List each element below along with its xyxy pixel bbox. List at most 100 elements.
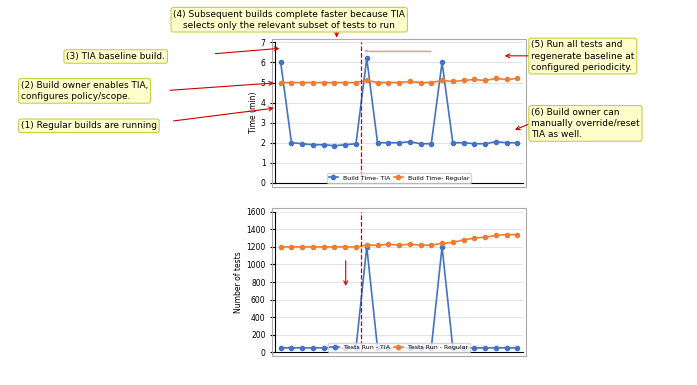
Tests Run - TIA — [449, 346, 457, 350]
Tests Run - TIA — [481, 346, 489, 350]
Build Time- Regular — [395, 80, 403, 85]
Tests Run - Regular — [330, 244, 339, 249]
Build Time- TIA — [406, 139, 414, 144]
Build Time- TIA — [298, 141, 307, 146]
Tests Run - TIA — [287, 346, 296, 350]
Build Time- TIA — [352, 141, 360, 146]
Text: (3) TIA baseline build.: (3) TIA baseline build. — [66, 52, 165, 61]
Tests Run - TIA — [470, 346, 479, 350]
Line: Build Time- TIA: Build Time- TIA — [279, 56, 519, 148]
Build Time- TIA — [287, 141, 296, 145]
Tests Run - Regular — [362, 243, 371, 248]
Tests Run - Regular — [309, 244, 317, 249]
Text: (4) Subsequent builds complete faster because TIA
selects only the relevant subs: (4) Subsequent builds complete faster be… — [174, 10, 405, 30]
Build Time- TIA — [395, 141, 403, 145]
Line: Tests Run - TIA: Tests Run - TIA — [279, 245, 519, 350]
Y-axis label: Time (min): Time (min) — [249, 92, 258, 133]
Tests Run - Regular — [384, 242, 392, 246]
Line: Build Time- Regular: Build Time- Regular — [279, 76, 519, 85]
Tests Run - TIA — [362, 244, 371, 249]
Tests Run - TIA — [459, 346, 468, 350]
Build Time- Regular — [341, 80, 349, 85]
Tests Run - TIA — [341, 346, 349, 350]
Tests Run - Regular — [298, 244, 307, 249]
Build Time- Regular — [277, 80, 285, 85]
Build Time- TIA — [459, 141, 468, 145]
Build Time- Regular — [449, 79, 457, 84]
Tests Run - Regular — [406, 242, 414, 246]
Build Time- TIA — [309, 142, 317, 147]
Text: (6) Build owner can
manually override/reset
TIA as well.: (6) Build owner can manually override/re… — [531, 108, 640, 139]
Build Time- TIA — [470, 141, 479, 146]
Build Time- TIA — [449, 141, 457, 145]
Build Time- Regular — [406, 79, 414, 84]
Build Time- TIA — [513, 141, 521, 145]
Build Time- TIA — [319, 142, 328, 147]
Build Time- Regular — [330, 80, 339, 85]
Text: (1) Regular builds are running: (1) Regular builds are running — [21, 121, 157, 130]
Tests Run - Regular — [416, 243, 424, 248]
Tests Run - TIA — [277, 346, 285, 350]
Build Time- Regular — [459, 78, 468, 83]
Tests Run - TIA — [491, 346, 500, 350]
Tests Run - Regular — [491, 233, 500, 238]
Legend: Build Time- TIA, Build Time- Regular: Build Time- TIA, Build Time- Regular — [327, 173, 471, 182]
Tests Run - TIA — [503, 346, 511, 350]
Tests Run - Regular — [513, 232, 521, 237]
Build Time- Regular — [503, 77, 511, 82]
Tests Run - Regular — [481, 235, 489, 239]
Tests Run - Regular — [277, 244, 285, 249]
Build Time- TIA — [384, 141, 392, 145]
Build Time- Regular — [416, 80, 424, 85]
Tests Run - TIA — [438, 244, 446, 249]
Build Time- Regular — [362, 78, 371, 83]
Build Time- Regular — [319, 80, 328, 85]
Build Time- Regular — [298, 80, 307, 85]
Tests Run - Regular — [427, 243, 436, 248]
Tests Run - Regular — [374, 243, 382, 248]
Build Time- TIA — [341, 142, 349, 147]
Tests Run - TIA — [352, 346, 360, 350]
Tests Run - Regular — [395, 243, 403, 248]
Tests Run - Regular — [352, 244, 360, 249]
Tests Run - Regular — [459, 238, 468, 242]
Tests Run - Regular — [287, 244, 296, 249]
Tests Run - TIA — [309, 346, 317, 350]
Tests Run - TIA — [330, 346, 339, 350]
Build Time- TIA — [427, 141, 436, 146]
Text: (2) Build owner enables TIA,
configures policy/scope.: (2) Build owner enables TIA, configures … — [21, 81, 148, 101]
Tests Run - Regular — [319, 244, 328, 249]
Build Time- Regular — [491, 76, 500, 81]
Build Time- TIA — [503, 141, 511, 145]
Tests Run - Regular — [470, 236, 479, 240]
Y-axis label: Number of tests: Number of tests — [234, 251, 243, 313]
Line: Tests Run - Regular: Tests Run - Regular — [279, 233, 519, 249]
Legend: Tests Run - TIA, Tests Run - Regular: Tests Run - TIA, Tests Run - Regular — [328, 343, 470, 352]
Tests Run - TIA — [416, 346, 424, 350]
Build Time- TIA — [438, 60, 446, 65]
Build Time- Regular — [427, 80, 436, 85]
Build Time- Regular — [374, 80, 382, 85]
Tests Run - TIA — [406, 346, 414, 350]
Tests Run - Regular — [503, 232, 511, 237]
Build Time- Regular — [513, 76, 521, 81]
Tests Run - TIA — [427, 346, 436, 350]
Tests Run - TIA — [513, 346, 521, 350]
Build Time- TIA — [416, 141, 424, 146]
Build Time- Regular — [438, 78, 446, 83]
Tests Run - TIA — [384, 346, 392, 350]
Build Time- Regular — [352, 80, 360, 85]
Tests Run - Regular — [438, 241, 446, 246]
Tests Run - TIA — [319, 346, 328, 350]
Tests Run - TIA — [374, 346, 382, 350]
Build Time- TIA — [374, 141, 382, 145]
Build Time- Regular — [481, 78, 489, 83]
Tests Run - TIA — [395, 346, 403, 350]
Tests Run - Regular — [341, 244, 349, 249]
Build Time- TIA — [330, 144, 339, 148]
Tests Run - Regular — [449, 240, 457, 245]
Build Time- TIA — [277, 60, 285, 65]
Text: (5) Run all tests and
regenerate baseline at
configured periodicity.: (5) Run all tests and regenerate baselin… — [531, 40, 634, 72]
Build Time- TIA — [481, 141, 489, 146]
Build Time- Regular — [384, 80, 392, 85]
